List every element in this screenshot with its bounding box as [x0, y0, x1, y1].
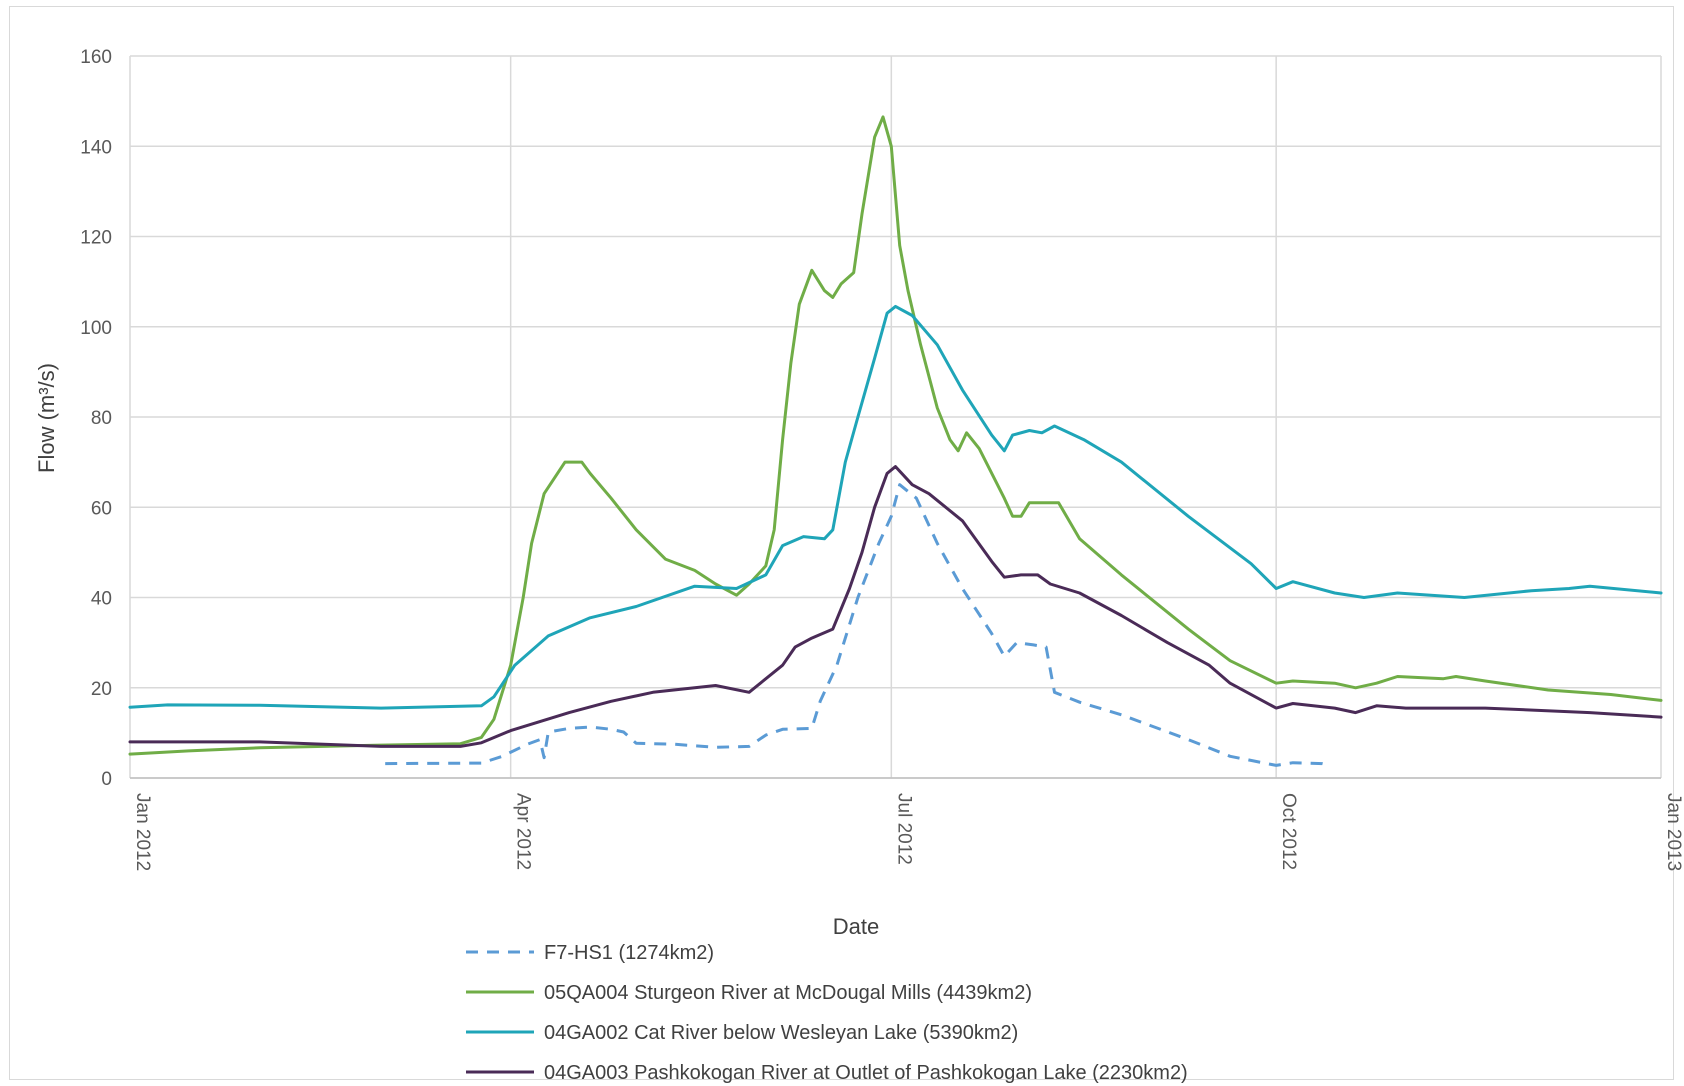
y-tick-label: 100 [80, 318, 112, 339]
legend-label-4: 04GA003 Pashkokogan River at Outlet of P… [544, 1062, 1188, 1084]
x-tick-label: Jan 2013 [1663, 793, 1684, 871]
x-tick-label: Jan 2012 [132, 793, 153, 871]
x-tick-label: Oct 2012 [1278, 793, 1299, 870]
x-tick-label: Jul 2012 [893, 793, 914, 865]
legend-label-1: F7-HS1 (1274km2) [544, 942, 714, 964]
y-tick-label: 0 [101, 769, 112, 790]
y-tick-label: 20 [91, 679, 112, 700]
grid-lines [129, 55, 1662, 779]
x-axis-title: Date [833, 914, 879, 939]
chart-frame [9, 6, 1674, 1080]
y-axis-title: Flow (m³/s) [34, 363, 59, 473]
x-axis: Jan 2012 Apr 2012 Jul 2012 Oct 2012 Jan 2013 [130, 777, 1684, 871]
y-tick-label: 80 [91, 408, 112, 429]
legend-label-3: 04GA002 Cat River below Wesleyan Lake (5… [544, 1022, 1018, 1044]
series-line-2 [128, 115, 1663, 756]
series-line-1 [385, 483, 1331, 767]
y-axis: 0 20 40 60 80 100 120 140 160 [80, 47, 112, 790]
series-line-4 [128, 465, 1663, 748]
legend-label-2: 05QA004 Sturgeon River at McDougal Mills… [544, 982, 1032, 1004]
series-lines [128, 115, 1663, 767]
y-tick-label: 40 [91, 589, 112, 610]
y-tick-label: 60 [91, 498, 112, 519]
y-tick-label: 140 [80, 137, 112, 158]
y-tick-label: 120 [80, 228, 112, 249]
legend: F7-HS1 (1274km2) 05QA004 Sturgeon River a… [466, 942, 1188, 1084]
x-tick-label: Apr 2012 [513, 793, 534, 870]
series-line-3 [128, 304, 1663, 710]
y-tick-label: 160 [80, 47, 112, 68]
